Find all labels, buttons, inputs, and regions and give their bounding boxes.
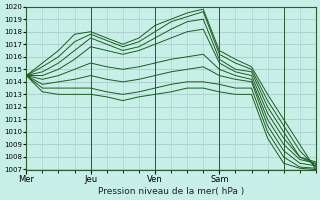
X-axis label: Pression niveau de la mer( hPa ): Pression niveau de la mer( hPa ) bbox=[98, 187, 244, 196]
